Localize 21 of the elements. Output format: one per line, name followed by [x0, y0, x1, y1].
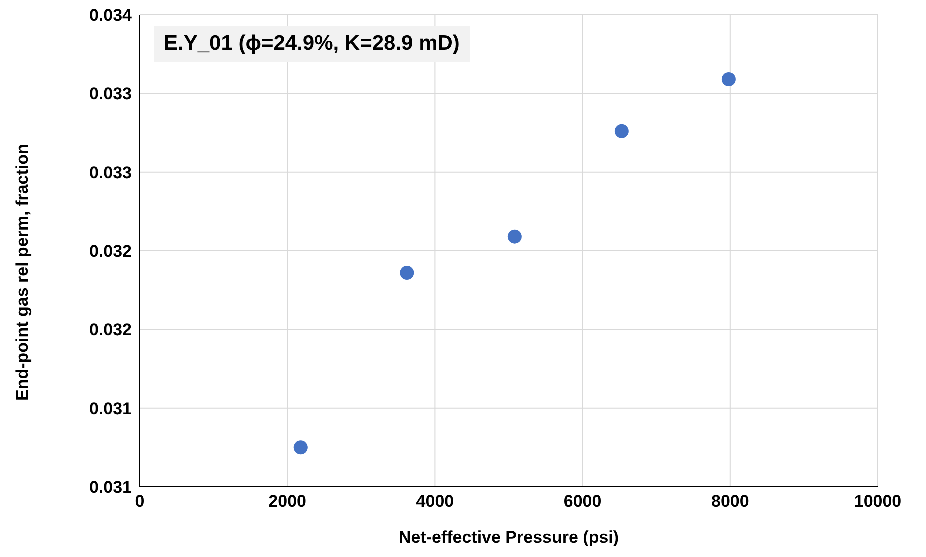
y-tick-label: 0.031 [89, 399, 132, 418]
x-tick-label: 0 [135, 492, 145, 512]
y-axis-title: End-point gas rel perm, fraction [13, 144, 32, 401]
point [400, 266, 414, 280]
y-tick-label: 0.032 [89, 320, 132, 340]
text: E.Y_01 (ϕ=24.9%, K=28.9 mD) [154, 26, 470, 62]
y-tick-label: 0.032 [89, 242, 132, 262]
x-tick-label: 4000 [416, 492, 454, 512]
y-tick-label: 0.033 [89, 163, 132, 182]
x-tick-label: 8000 [711, 492, 750, 512]
x-axis-title: Net-effective Pressure (psi) [398, 528, 620, 547]
x-tick-label: 6000 [564, 492, 602, 512]
point [294, 440, 308, 455]
y-tick-label: 0.033 [89, 84, 132, 104]
point [614, 124, 629, 138]
point [722, 72, 736, 87]
x-tick-label: 10000 [854, 492, 902, 512]
y-tick-label: 0.034 [89, 6, 133, 26]
point [508, 230, 522, 244]
x-tick-label: 2000 [268, 492, 307, 512]
y-tick-label: 0.031 [89, 478, 132, 498]
